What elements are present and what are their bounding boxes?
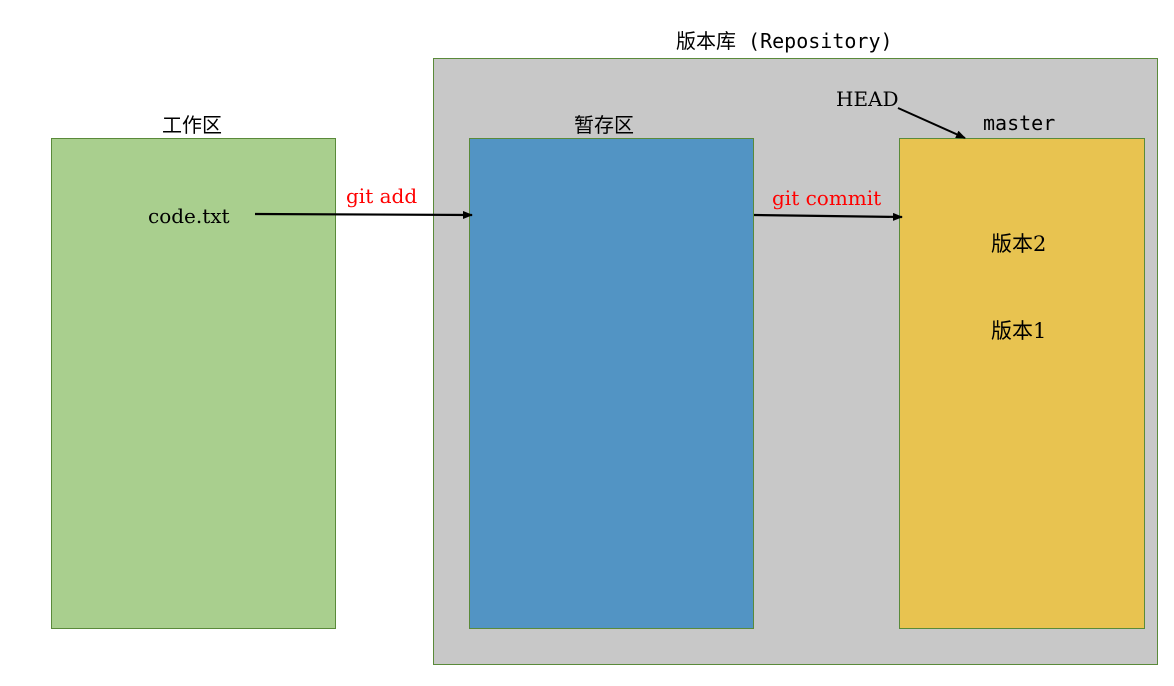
head-label: HEAD [836,87,899,111]
workspace-title: 工作区 [162,113,222,137]
git-commit-label: git commit [772,186,882,210]
repository-title: 版本库 (Repository) [676,29,893,53]
workspace-area [51,138,336,629]
stage-title: 暂存区 [574,113,634,137]
file-label: code.txt [148,204,230,228]
git-add-label: git add [346,184,418,208]
stage-area [469,138,754,629]
branch-name-label: master [983,111,1056,135]
master-branch-area [899,138,1145,629]
version-2-label: 版本2 [991,232,1047,256]
git-commit-arrow [753,212,903,221]
head-pointer-arrow [897,107,966,139]
version-1-label: 版本1 [991,319,1047,343]
git-add-arrow [254,210,473,219]
